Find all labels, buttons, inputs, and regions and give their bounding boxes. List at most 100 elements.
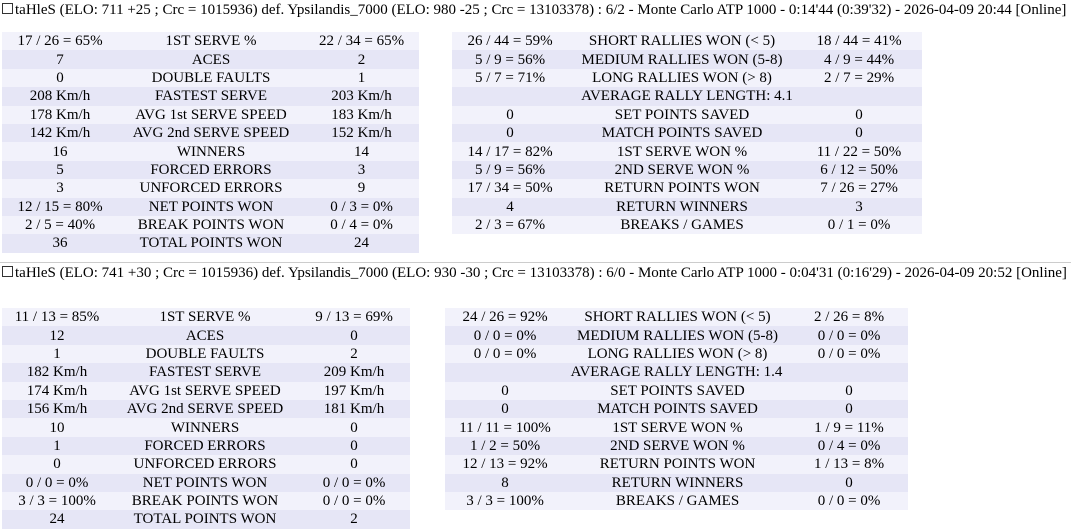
stat-value: 0 <box>796 105 922 124</box>
match-title: taHleS (ELO: 711 +25 ; Crc = 1015936) de… <box>15 2 1067 18</box>
stat-label: DOUBLE FAULTS <box>118 68 304 88</box>
stat-value: 0 / 0 = 0% <box>790 326 908 345</box>
stat-value: 1 <box>2 436 112 456</box>
stat-row: 8 RETURN WINNERS 0 <box>445 473 908 492</box>
stat-value: 0 <box>298 436 410 456</box>
stat-value: 1 <box>2 344 112 364</box>
match-header: taHleS (ELO: 711 +25 ; Crc = 1015936) de… <box>2 1 1066 19</box>
stat-value: 152 Km/h <box>304 123 419 143</box>
stat-label: TOTAL POINTS WON <box>112 510 298 529</box>
stat-label: DOUBLE FAULTS <box>112 344 298 364</box>
stat-label: SHORT RALLIES WON (< 5) <box>568 32 796 51</box>
stat-row: 11 / 13 = 85% 1ST SERVE % 9 / 13 = 69% <box>2 308 410 327</box>
stat-label: TOTAL POINTS WON <box>118 234 304 253</box>
stat-value: 2 <box>298 344 410 364</box>
stat-value: 4 / 9 = 44% <box>796 50 922 69</box>
stat-label: AVG 1st SERVE SPEED <box>118 105 304 124</box>
stat-row: 10 WINNERS 0 <box>2 418 410 437</box>
stat-row: 36 TOTAL POINTS WON 24 <box>2 234 419 253</box>
stat-value: 9 / 13 = 69% <box>298 308 410 327</box>
stat-value: 12 / 13 = 92% <box>445 455 565 474</box>
stat-label: 2ND SERVE WON % <box>568 160 796 180</box>
stat-value: 0 <box>2 68 118 88</box>
stat-value: 6 / 12 = 50% <box>796 160 922 180</box>
stat-label: 1ST SERVE % <box>118 32 304 51</box>
stat-row: 3 / 3 = 100% BREAKS / GAMES 0 / 0 = 0% <box>445 491 908 511</box>
stat-value: 0 <box>452 123 568 143</box>
match-title: taHleS (ELO: 741 +30 ; Crc = 1015936) de… <box>15 265 1067 281</box>
stat-row: 0 SET POINTS SAVED 0 <box>452 105 922 124</box>
match: taHleS (ELO: 741 +30 ; Crc = 1015936) de… <box>0 262 1071 532</box>
stat-row: 2 / 3 = 67% BREAKS / GAMES 0 / 1 = 0% <box>452 215 922 235</box>
stat-value: 0 / 3 = 0% <box>304 197 419 216</box>
stat-value: 0 <box>298 326 410 345</box>
stat-value: 0 / 0 = 0% <box>2 473 112 492</box>
stat-value: 0 <box>445 399 565 419</box>
stat-value: 181 Km/h <box>298 399 410 419</box>
stat-row: 174 Km/h AVG 1st SERVE SPEED 197 Km/h <box>2 381 410 400</box>
stat-row: 0 / 0 = 0% LONG RALLIES WON (> 8) 0 / 0 = … <box>445 344 908 364</box>
stat-value: 2 / 7 = 29% <box>796 68 922 88</box>
stat-value: 9 <box>304 179 419 198</box>
stat-row: 16 WINNERS 14 <box>2 142 419 161</box>
stat-value: 1 / 9 = 11% <box>790 418 908 437</box>
stat-value: 2 <box>298 510 410 529</box>
stat-row: 1 / 2 = 50% 2ND SERVE WON % 0 / 4 = 0% <box>445 436 908 456</box>
stat-label: MATCH POINTS SAVED <box>565 399 790 419</box>
stat-value: 0 / 0 = 0% <box>445 326 565 345</box>
stat-label: NET POINTS WON <box>118 197 304 216</box>
checkbox[interactable] <box>2 266 13 277</box>
right-stats-table: 26 / 44 = 59% SHORT RALLIES WON (< 5) 18 /… <box>452 32 922 235</box>
stat-value: 0 <box>796 123 922 143</box>
stat-value: 183 Km/h <box>304 105 419 124</box>
stat-value: 11 / 22 = 50% <box>796 142 922 161</box>
stat-label: FORCED ERRORS <box>118 160 304 180</box>
stat-row: 7 ACES 2 <box>2 50 419 69</box>
stat-label: BREAK POINTS WON <box>112 491 298 511</box>
stat-label: WINNERS <box>118 142 304 161</box>
stat-value: 12 / 15 = 80% <box>2 197 118 216</box>
stat-label: AVG 2nd SERVE SPEED <box>118 123 304 143</box>
stat-value: 17 / 34 = 50% <box>452 179 568 198</box>
stat-row: 0 SET POINTS SAVED 0 <box>445 381 908 400</box>
stat-value: 209 Km/h <box>298 363 410 382</box>
stat-label: BREAK POINTS WON <box>118 215 304 235</box>
stat-row: 142 Km/h AVG 2nd SERVE SPEED 152 Km/h <box>2 123 419 143</box>
stat-label: BREAKS / GAMES <box>568 215 796 235</box>
stat-value: 1 / 2 = 50% <box>445 436 565 456</box>
stat-label: RETURN POINTS WON <box>568 179 796 198</box>
checkbox[interactable] <box>2 3 13 14</box>
stat-value: 5 / 7 = 71% <box>452 68 568 88</box>
stat-value: 3 <box>796 197 922 216</box>
stat-value: 24 <box>304 234 419 253</box>
stat-value: 14 / 17 = 82% <box>452 142 568 161</box>
stat-value: 3 / 3 = 100% <box>445 491 565 511</box>
stat-label: ACES <box>112 326 298 345</box>
stat-row: 0 MATCH POINTS SAVED 0 <box>445 399 908 419</box>
stat-row: 2 / 5 = 40% BREAK POINTS WON 0 / 4 = 0% <box>2 215 419 235</box>
left-stats-table: 11 / 13 = 85% 1ST SERVE % 9 / 13 = 69% 12 AC… <box>2 308 410 529</box>
stat-value: 24 <box>2 510 112 529</box>
stat-value: 1 <box>304 68 419 88</box>
stat-row: 0 / 0 = 0% NET POINTS WON 0 / 0 = 0% <box>2 473 410 492</box>
stat-value: 5 / 9 = 56% <box>452 160 568 180</box>
stat-label: WINNERS <box>112 418 298 437</box>
stat-label: ACES <box>118 50 304 69</box>
stat-value: 3 <box>304 160 419 180</box>
stat-label: FORCED ERRORS <box>112 436 298 456</box>
stat-value: 26 / 44 = 59% <box>452 32 568 51</box>
stat-value: 2 / 3 = 67% <box>452 215 568 235</box>
right-stats-table: 24 / 26 = 92% SHORT RALLIES WON (< 5) 2 / … <box>445 308 908 511</box>
stat-value: 2 <box>304 50 419 69</box>
stat-label: SHORT RALLIES WON (< 5) <box>565 308 790 327</box>
stat-value: 0 / 0 = 0% <box>790 344 908 364</box>
stat-row: 26 / 44 = 59% SHORT RALLIES WON (< 5) 18 /… <box>452 32 922 51</box>
stat-value: 5 / 9 = 56% <box>452 50 568 69</box>
stat-row: 4 RETURN WINNERS 3 <box>452 197 922 216</box>
stat-value: 2 / 26 = 8% <box>790 308 908 327</box>
stat-label: AVG 2nd SERVE SPEED <box>112 399 298 419</box>
stat-value: 178 Km/h <box>2 105 118 124</box>
stat-value: 11 / 11 = 100% <box>445 418 565 437</box>
